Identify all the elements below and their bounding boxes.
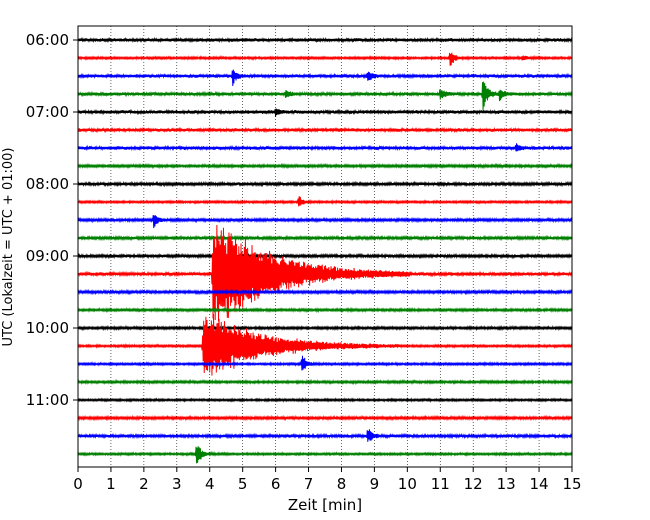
trace-11 <box>78 234 572 242</box>
x-tick-label: 9 <box>370 475 380 493</box>
trace-18 <box>78 355 572 371</box>
x-tick-label: 1 <box>106 475 116 493</box>
x-tick-label: 15 <box>562 475 581 493</box>
trace-3 <box>78 81 572 112</box>
trace-5 <box>78 126 572 134</box>
x-tick-label: 4 <box>205 475 215 493</box>
y-axis-label: UTC (Lokalzeit = UTC + 01:00) <box>1 148 16 347</box>
y-tick-label: 08:00 <box>26 175 69 193</box>
x-tick-label: 6 <box>271 475 281 493</box>
trace-14 <box>78 288 572 296</box>
trace-23 <box>78 446 572 464</box>
trace-2 <box>78 69 572 87</box>
trace-19 <box>78 378 572 386</box>
trace-9 <box>78 196 572 207</box>
trace-6 <box>78 143 572 152</box>
x-tick-label: 13 <box>497 475 516 493</box>
trace-16 <box>78 324 572 332</box>
trace-7 <box>78 162 572 170</box>
y-axis: 06:00 07:00 08:00 09:00 10:00 11:00 <box>26 31 78 409</box>
x-tick-label: 7 <box>304 475 314 493</box>
trace-22 <box>78 429 572 442</box>
x-tick-label: 5 <box>238 475 248 493</box>
trace-1 <box>78 52 572 66</box>
y-tick-label: 06:00 <box>26 31 69 49</box>
plot-area-frame <box>77 25 573 468</box>
traces <box>78 36 572 464</box>
x-axis-label: Zeit [min] <box>288 496 362 514</box>
trace-17 <box>78 313 572 376</box>
x-tick-label: 12 <box>464 475 483 493</box>
plot-area-background <box>78 26 572 467</box>
y-tick-label: 09:00 <box>26 247 69 265</box>
y-tick-label: 11:00 <box>26 391 69 409</box>
trace-15 <box>78 306 572 314</box>
trace-12 <box>78 252 572 260</box>
x-axis: 0 1 2 3 4 5 6 7 8 9 10 11 12 13 14 15 <box>73 467 582 493</box>
trace-0 <box>78 36 572 44</box>
x-tick-label: 2 <box>139 475 149 493</box>
trace-10 <box>78 214 572 229</box>
x-tick-label: 11 <box>431 475 450 493</box>
x-tick-label: 0 <box>73 475 83 493</box>
trace-21 <box>78 414 572 422</box>
x-tick-label: 3 <box>172 475 182 493</box>
x-tick-label: 8 <box>337 475 347 493</box>
x-tick-label: 14 <box>530 475 549 493</box>
y-tick-label: 07:00 <box>26 103 69 121</box>
y-tick-label: 10:00 <box>26 319 69 337</box>
x-tick-label: 10 <box>398 475 417 493</box>
trace-13 <box>78 225 572 322</box>
trace-8 <box>78 180 572 188</box>
trace-20 <box>78 397 572 403</box>
trace-4 <box>78 108 572 117</box>
